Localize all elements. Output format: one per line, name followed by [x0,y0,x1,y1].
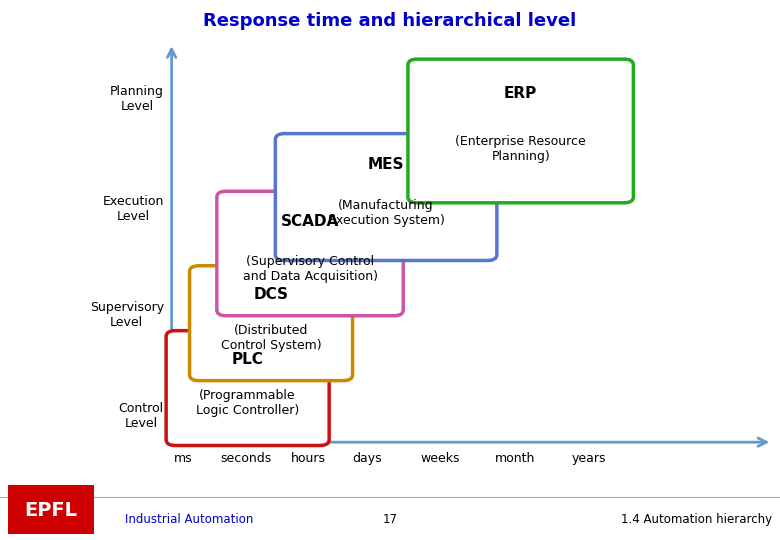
Text: 17: 17 [382,512,398,526]
Text: years: years [572,452,606,465]
Text: 1.4 Automation hierarchy: 1.4 Automation hierarchy [621,512,772,526]
FancyBboxPatch shape [8,485,94,534]
Text: DCS: DCS [254,287,289,302]
Text: (Manufacturing
Execution System): (Manufacturing Execution System) [328,199,445,227]
Text: days: days [352,452,381,465]
Text: Response time and hierarchical level: Response time and hierarchical level [204,12,576,30]
Text: ms: ms [174,452,193,465]
FancyBboxPatch shape [275,133,497,260]
FancyBboxPatch shape [217,191,403,316]
FancyBboxPatch shape [190,266,353,381]
FancyBboxPatch shape [408,59,633,203]
Text: (Supervisory Control
and Data Acquisition): (Supervisory Control and Data Acquisitio… [243,255,378,284]
Text: SCADA: SCADA [281,214,339,230]
Text: Control
Level: Control Level [119,402,164,430]
Text: hours: hours [291,452,325,465]
Text: Industrial Automation: Industrial Automation [125,512,254,526]
Text: ERP: ERP [504,86,537,102]
Text: Planning
Level: Planning Level [110,85,164,112]
Text: month: month [495,452,535,465]
Text: Supervisory
Level: Supervisory Level [90,301,164,329]
Text: weeks: weeks [421,452,460,465]
Text: Execution
Level: Execution Level [102,195,164,223]
Text: EPFL: EPFL [24,501,77,520]
Text: (Programmable
Logic Controller): (Programmable Logic Controller) [196,389,300,416]
Text: PLC: PLC [232,352,264,367]
Text: seconds: seconds [220,452,271,465]
Text: (Distributed
Control System): (Distributed Control System) [221,323,321,352]
Text: MES: MES [368,157,404,172]
FancyBboxPatch shape [166,330,329,446]
Text: (Enterprise Resource
Planning): (Enterprise Resource Planning) [456,136,586,164]
